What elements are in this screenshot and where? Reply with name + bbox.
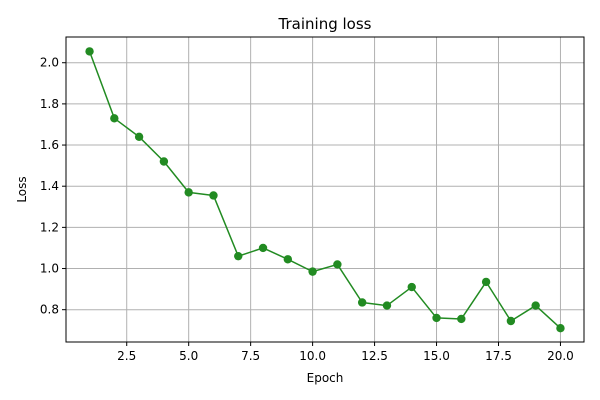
y-tick-label: 1.2 bbox=[40, 220, 59, 234]
loss-data-point bbox=[432, 313, 441, 323]
loss-data-point bbox=[258, 243, 268, 253]
loss-data-point bbox=[85, 47, 94, 56]
grid-layer bbox=[66, 37, 584, 342]
x-tick-label: 2.5 bbox=[117, 349, 136, 363]
series-layer bbox=[85, 47, 565, 333]
loss-data-point bbox=[531, 301, 540, 310]
loss-data-point bbox=[481, 277, 491, 287]
x-tick-label: 12.5 bbox=[361, 349, 388, 363]
loss-data-point bbox=[308, 267, 317, 276]
loss-data-point bbox=[333, 260, 342, 269]
x-tick-label: 17.5 bbox=[485, 349, 512, 363]
y-tick-label: 1.8 bbox=[40, 97, 59, 111]
loss-data-point bbox=[134, 132, 144, 142]
x-axis-label: Epoch bbox=[307, 371, 344, 385]
x-tick-label: 10.0 bbox=[299, 349, 326, 363]
loss-data-point bbox=[382, 301, 392, 310]
x-tick-label: 5.0 bbox=[179, 349, 198, 363]
plot-frame bbox=[65, 36, 585, 343]
loss-data-point bbox=[159, 157, 169, 166]
y-tick-label: 0.8 bbox=[40, 303, 59, 317]
loss-data-point bbox=[556, 324, 565, 333]
y-tick-label: 1.6 bbox=[40, 138, 59, 152]
loss-data-point bbox=[209, 191, 218, 200]
x-tick-label: 7.5 bbox=[241, 349, 260, 363]
chart-title: Training loss bbox=[278, 15, 372, 33]
y-tick-label: 1.4 bbox=[40, 179, 59, 193]
loss-data-point bbox=[184, 188, 193, 197]
loss-data-point bbox=[357, 298, 367, 307]
x-tick-label: 15.0 bbox=[423, 349, 450, 363]
loss-series-line bbox=[88, 51, 561, 329]
loss-data-point bbox=[506, 316, 516, 326]
loss-data-point bbox=[110, 114, 119, 123]
loss-data-point bbox=[283, 255, 293, 264]
tick-layer: 2.5 5.0 7.5 10.0 12.5 15.0 17.5 20.0 0.8 1.0 1.2 1.… bbox=[40, 56, 574, 363]
y-tick-label: 2.0 bbox=[40, 56, 59, 70]
loss-data-point bbox=[234, 251, 243, 261]
loss-data-point bbox=[457, 314, 466, 324]
y-axis-label: Loss bbox=[15, 176, 29, 202]
y-tick-label: 1.0 bbox=[40, 262, 59, 276]
x-tick-label: 20.0 bbox=[547, 349, 574, 363]
loss-data-point bbox=[407, 282, 416, 292]
